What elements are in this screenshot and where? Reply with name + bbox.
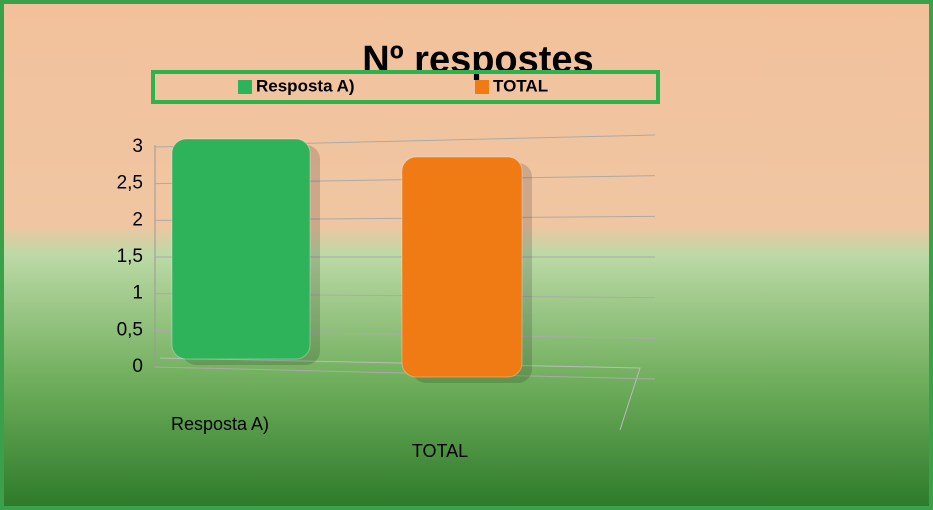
- y-tick-label: 1: [132, 283, 143, 304]
- legend-box: [151, 70, 660, 104]
- x-tick-label: TOTAL: [412, 441, 468, 461]
- floor-edge: [159, 357, 641, 431]
- legend-label: TOTAL: [493, 76, 548, 95]
- y-tick-label: 2: [132, 209, 143, 230]
- x-tick-label: Resposta A): [171, 414, 269, 434]
- legend-swatch: [238, 80, 252, 94]
- chart-title: Nº respostes: [362, 39, 593, 81]
- y-tick-label: 0: [132, 356, 143, 377]
- y-tick-label: 0,5: [117, 319, 143, 340]
- y-tick-label: 3: [132, 136, 143, 157]
- bar: [401, 156, 523, 378]
- bar: [171, 138, 311, 360]
- y-tick-label: 1,5: [117, 246, 143, 267]
- y-tick-label: 2,5: [117, 173, 143, 194]
- legend-label: Resposta A): [256, 76, 355, 95]
- legend-swatch: [475, 80, 489, 94]
- grid-line: [154, 366, 656, 380]
